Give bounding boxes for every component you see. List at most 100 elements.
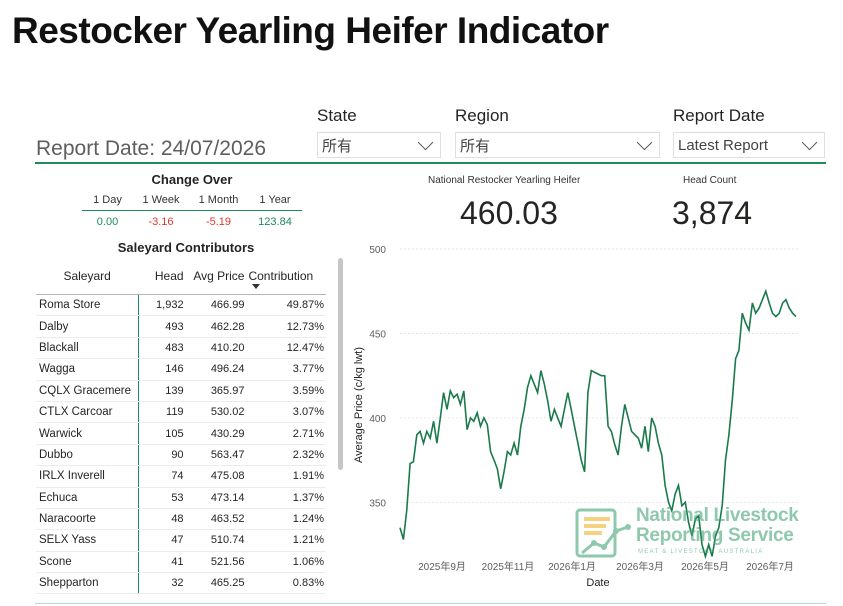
- x-tick-label: 2026年1月: [548, 560, 596, 573]
- table-row[interactable]: Warwick 105 430.29 2.71%: [36, 422, 326, 445]
- change-value-1-year: 123.84: [248, 210, 302, 233]
- head-cell: 105: [138, 422, 186, 445]
- contribution-cell: 3.77%: [246, 358, 326, 381]
- saleyard-name-cell: Wagga: [36, 358, 139, 381]
- contribution-cell: 1.37%: [246, 487, 326, 509]
- change-value-1-month: -5.19: [189, 210, 248, 233]
- column-header-contribution[interactable]: Contribution: [246, 258, 326, 295]
- table-row[interactable]: SELX Yass 47 510.74 1.21%: [36, 529, 326, 552]
- head-cell: 48: [138, 508, 186, 531]
- saleyard-name-cell: IRLX Inverell: [36, 465, 139, 488]
- y-tick-label: 400: [369, 414, 386, 425]
- table-row[interactable]: Roma Store 1,932 466.99 49.87%: [36, 294, 326, 317]
- avg-price-cell: 530.02: [185, 401, 247, 424]
- saleyard-name-cell: Roma Store: [36, 294, 139, 317]
- header-divider: [35, 162, 826, 164]
- avg-price-cell: 466.99: [185, 294, 247, 317]
- table-row[interactable]: CQLX Gracemere 139 365.97 3.59%: [36, 380, 326, 402]
- column-header-avg-price[interactable]: Avg Price: [185, 258, 247, 295]
- x-tick-label: 2025年11月: [482, 560, 535, 573]
- table-row[interactable]: Shepparton 32 465.25 0.83%: [36, 572, 326, 595]
- saleyard-name-cell: Shepparton: [36, 572, 139, 595]
- report-date-slicer: Report Date Latest Report: [673, 106, 825, 158]
- table-row[interactable]: CTLX Carcoar 119 530.02 3.07%: [36, 401, 326, 424]
- contribution-cell: 12.47%: [246, 337, 326, 360]
- page-title: Restocker Yearling Heifer Indicator: [12, 10, 609, 51]
- head-cell: 146: [138, 358, 186, 381]
- avg-price-cell: 463.52: [185, 508, 247, 531]
- table-row[interactable]: Wagga 146 496.24 3.77%: [36, 358, 326, 381]
- column-header-head[interactable]: Head: [138, 258, 186, 295]
- contribution-cell: 12.73%: [246, 315, 326, 338]
- saleyard-name-cell: Blackall: [36, 337, 139, 360]
- report-date-dropdown[interactable]: Latest Report: [673, 132, 825, 158]
- table-scrollbar[interactable]: [338, 258, 343, 470]
- change-over-table: 1 Day 1 Week 1 Month 1 Year 0.00 -3.16 -…: [82, 190, 302, 233]
- contribution-cell: 3.07%: [246, 401, 326, 424]
- region-dropdown[interactable]: 所有: [455, 132, 660, 158]
- head-cell: 90: [138, 444, 186, 467]
- x-tick-label: 2025年9月: [418, 560, 466, 573]
- series-line: [399, 288, 797, 560]
- y-tick-label: 450: [369, 329, 386, 340]
- change-header-1-month: 1 Month: [198, 194, 239, 206]
- chevron-down-icon: [801, 134, 818, 150]
- avg-price-cell: 410.20: [185, 337, 247, 360]
- avg-price-cell: 465.25: [185, 572, 247, 595]
- watermark-line2: Reporting Service: [636, 525, 794, 546]
- contribution-cell: 1.24%: [246, 508, 326, 531]
- table-row[interactable]: Scone 41 521.56 1.06%: [36, 551, 326, 574]
- region-slicer: Region 所有: [455, 106, 660, 158]
- state-dropdown-value: 所有: [322, 137, 353, 155]
- saleyard-contributors-title: Saleyard Contributors: [117, 240, 255, 255]
- head-cell: 139: [138, 380, 186, 402]
- table-row[interactable]: Blackall 483 410.20 12.47%: [36, 337, 326, 360]
- avg-price-cell: 496.24: [185, 358, 247, 381]
- chart-trend-logo-icon: [575, 508, 631, 558]
- saleyard-name-cell: Echuca: [36, 487, 139, 509]
- change-header-1-day: 1 Day: [93, 194, 122, 206]
- x-tick-label: 2026年5月: [681, 560, 729, 573]
- report-date-dropdown-value: Latest Report: [678, 136, 769, 154]
- state-dropdown[interactable]: 所有: [317, 132, 441, 158]
- price-line-chart: 350 400 450 500 2025年9月 2025年11月 2026年1月 2026年3…: [353, 245, 800, 589]
- avg-price-cell: 462.28: [185, 315, 247, 338]
- avg-price-cell: 563.47: [185, 444, 247, 467]
- contribution-cell: 0.83%: [246, 572, 326, 595]
- head-cell: 53: [138, 487, 186, 509]
- contribution-cell: 1.91%: [246, 465, 326, 488]
- footer-divider: [35, 603, 826, 604]
- head-cell: 32: [138, 572, 186, 595]
- region-slicer-label: Region: [455, 106, 509, 125]
- avg-price-cell: 430.29: [185, 422, 247, 445]
- y-tick-label: 350: [369, 498, 386, 509]
- saleyard-name-cell: Dubbo: [36, 444, 139, 467]
- national-indicator-label: National Restocker Yearling Heifer: [428, 175, 581, 186]
- saleyard-name-cell: SELX Yass: [36, 529, 139, 552]
- head-cell: 119: [138, 401, 186, 424]
- y-tick-label: 500: [369, 245, 386, 256]
- contribution-cell: 1.21%: [246, 529, 326, 552]
- table-row[interactable]: Dubbo 90 563.47 2.32%: [36, 444, 326, 467]
- watermark-line1: National Livestock: [636, 505, 799, 526]
- chevron-down-icon: [417, 134, 434, 150]
- national-indicator-value: 460.03: [460, 195, 558, 231]
- table-row[interactable]: Dalby 493 462.28 12.73%: [36, 315, 326, 338]
- contribution-cell: 49.87%: [246, 294, 326, 317]
- table-row[interactable]: Echuca 53 473.14 1.37%: [36, 487, 326, 509]
- table-row[interactable]: Naracoorte 48 463.52 1.24%: [36, 508, 326, 531]
- saleyard-table: Saleyard Head Avg Price Contribution Rom…: [36, 258, 326, 595]
- nlrs-watermark: National Livestock Reporting Service MEA…: [574, 505, 824, 561]
- table-row[interactable]: IRLX Inverell 74 475.08 1.91%: [36, 465, 326, 488]
- report-date-label: Report Date: 24/07/2026: [36, 137, 266, 160]
- sort-descending-icon: [252, 284, 261, 289]
- contribution-cell: 1.06%: [246, 551, 326, 574]
- column-header-saleyard[interactable]: Saleyard: [36, 258, 139, 295]
- head-count-value: 3,874: [672, 195, 753, 231]
- avg-price-cell: 365.97: [185, 380, 247, 402]
- report-date-slicer-label: Report Date: [673, 106, 765, 125]
- head-count-label: Head Count: [683, 175, 737, 186]
- head-cell: 493: [138, 315, 186, 338]
- column-header-contribution-label: Contribution: [248, 269, 314, 283]
- head-cell: 41: [138, 551, 186, 574]
